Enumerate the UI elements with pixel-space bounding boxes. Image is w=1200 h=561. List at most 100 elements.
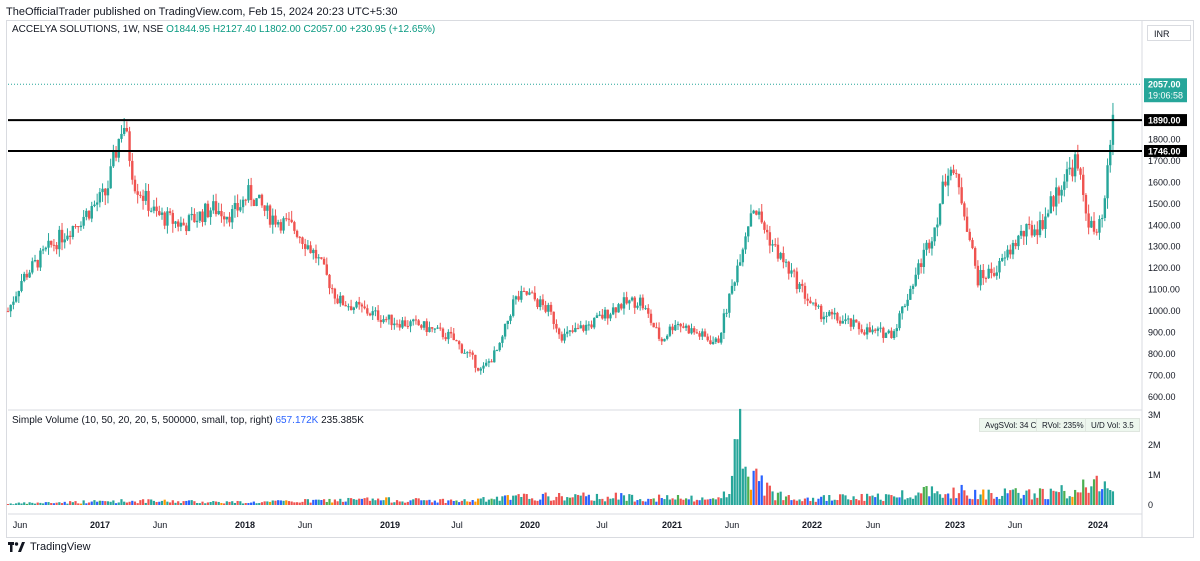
volume-bar-267 — [728, 493, 731, 505]
candle-51 — [144, 183, 147, 205]
volume-bar-297 — [809, 501, 812, 505]
candle-1 — [9, 304, 12, 318]
candle-38 — [109, 158, 112, 189]
volume-bar-400 — [1087, 492, 1090, 505]
candle-63 — [176, 219, 180, 232]
candle-87 — [241, 196, 245, 214]
volume-bar-189 — [517, 494, 520, 505]
volume-bar-173 — [474, 501, 477, 505]
volume-bar-112 — [309, 502, 312, 505]
volume-bar-9 — [31, 502, 34, 505]
candle-121 — [333, 287, 337, 305]
volume-bar-313 — [852, 496, 855, 505]
volume-bar-158 — [433, 500, 436, 505]
candle-46 — [131, 153, 134, 185]
candle-190 — [520, 285, 523, 303]
volume-bar-13 — [42, 503, 45, 505]
volume-bar-118 — [325, 501, 328, 505]
candle-231 — [630, 296, 634, 302]
candle-14 — [44, 246, 48, 252]
candle-26 — [77, 226, 80, 233]
candle-312 — [849, 318, 853, 331]
candle-115 — [317, 254, 320, 266]
candle-408 — [1109, 139, 1112, 173]
price-tick-6: 1400.00 — [1148, 220, 1181, 230]
volume-bar-272 — [741, 468, 744, 505]
candle-111 — [306, 239, 310, 251]
time-axis: Jun 2017 Jun 2018 Jun 2019 Jul 2020 Jul 2021 Jun 20… — [13, 520, 1108, 530]
candle-327 — [890, 327, 893, 339]
volume-bar-103 — [285, 500, 288, 505]
volume-bar-304 — [828, 495, 831, 505]
volume-bar-12 — [39, 502, 42, 505]
candle-328 — [892, 329, 896, 340]
volume-bar-102 — [282, 500, 285, 505]
volume-bar-2 — [12, 504, 15, 505]
candle-243 — [663, 338, 666, 342]
volume-bar-150 — [412, 499, 415, 505]
volume-bar-378 — [1028, 489, 1031, 505]
candle-194 — [530, 290, 534, 294]
volume-bar-67 — [187, 500, 191, 505]
price-axis: 1800.00 1700.00 1600.00 1500.00 1400.00 1300.… — [1148, 134, 1181, 402]
volume-bar-311 — [847, 499, 850, 505]
candle-224 — [611, 303, 615, 316]
rvol-badge: RVol: 235% — [1036, 418, 1090, 432]
candle-348 — [946, 168, 950, 197]
candle-186 — [509, 314, 512, 325]
candle-271 — [738, 254, 742, 266]
candle-300 — [817, 304, 820, 309]
candle-104 — [287, 211, 291, 226]
candle-366 — [995, 265, 998, 280]
candle-356 — [968, 228, 971, 242]
candle-106 — [293, 220, 296, 235]
volume-bar-385 — [1047, 499, 1050, 505]
volume-bar-62 — [174, 502, 177, 505]
volume-bar-363 — [987, 489, 990, 505]
volume-bar-314 — [855, 499, 858, 505]
candle-154 — [422, 321, 426, 331]
volume-bar-77 — [214, 501, 218, 505]
volume-bar-239 — [652, 498, 655, 505]
candle-149 — [409, 319, 412, 333]
volume-bar-18 — [55, 502, 58, 505]
candle-48 — [136, 183, 139, 204]
volume-bar-271 — [739, 408, 742, 505]
volume-bar-303 — [825, 500, 828, 505]
candle-66 — [185, 222, 188, 236]
volume-bar-360 — [979, 494, 982, 505]
candle-122 — [336, 294, 339, 305]
volume-bar-325 — [884, 494, 888, 505]
candle-378 — [1027, 216, 1031, 230]
volume-bar-8 — [28, 502, 31, 505]
candle-103 — [285, 213, 288, 222]
candle-210 — [574, 322, 577, 333]
candle-50 — [141, 189, 145, 210]
time-tick-11: 2022 — [802, 520, 822, 530]
candle-358 — [973, 246, 977, 269]
volume-bar-309 — [841, 494, 844, 505]
candle-8 — [28, 269, 31, 279]
volume-bar-120 — [331, 502, 334, 505]
candles — [6, 102, 1115, 375]
currency-button[interactable]: INR — [1147, 25, 1191, 41]
volume-bar-190 — [520, 496, 523, 505]
volume-bar-229 — [625, 500, 628, 505]
volume-bar-61 — [171, 500, 174, 505]
candle-146 — [401, 317, 404, 329]
volume-bar-219 — [598, 499, 601, 505]
candle-73 — [204, 202, 207, 226]
candle-70 — [195, 211, 199, 228]
candle-17 — [52, 239, 56, 252]
candle-188 — [514, 295, 518, 305]
level-label-0: 1890.00 — [1148, 116, 1181, 126]
candle-62 — [174, 220, 177, 229]
candle-369 — [1003, 251, 1007, 266]
volume-bar-227 — [620, 493, 623, 505]
price-tick-5: 1500.00 — [1148, 199, 1181, 209]
candle-249 — [679, 322, 682, 333]
candle-56 — [158, 205, 161, 217]
volume-bar-242 — [660, 498, 663, 505]
volume-bar-354 — [963, 490, 966, 505]
candle-15 — [47, 233, 50, 255]
